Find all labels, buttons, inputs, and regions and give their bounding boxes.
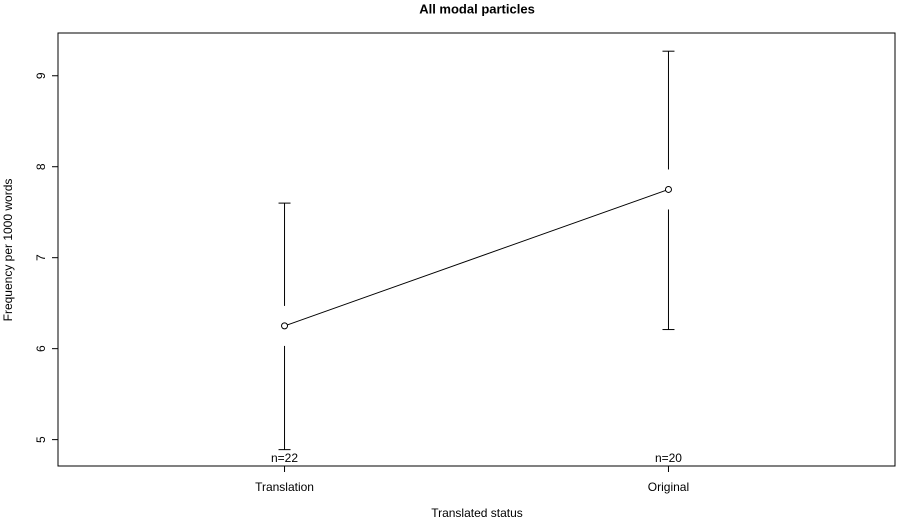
x-tick-label: Original: [648, 480, 689, 494]
y-tick-label: 6: [34, 345, 48, 352]
chart-title: All modal particles: [419, 1, 535, 16]
n-label: n=20: [655, 451, 682, 465]
y-tick-label: 8: [34, 163, 48, 170]
x-tick-label: Translation: [255, 480, 314, 494]
plot-frame: [57, 32, 896, 467]
mean-point: [281, 322, 289, 330]
y-tick-label: 5: [34, 436, 48, 443]
n-label: n=22: [271, 451, 298, 465]
mean-point: [664, 185, 672, 193]
y-tick-label: 9: [34, 72, 48, 79]
y-axis-label: Frequency per 1000 words: [1, 179, 15, 322]
x-axis-label: Translated status: [431, 506, 523, 520]
y-tick-label: 7: [34, 254, 48, 261]
mean-line: [284, 188, 669, 327]
